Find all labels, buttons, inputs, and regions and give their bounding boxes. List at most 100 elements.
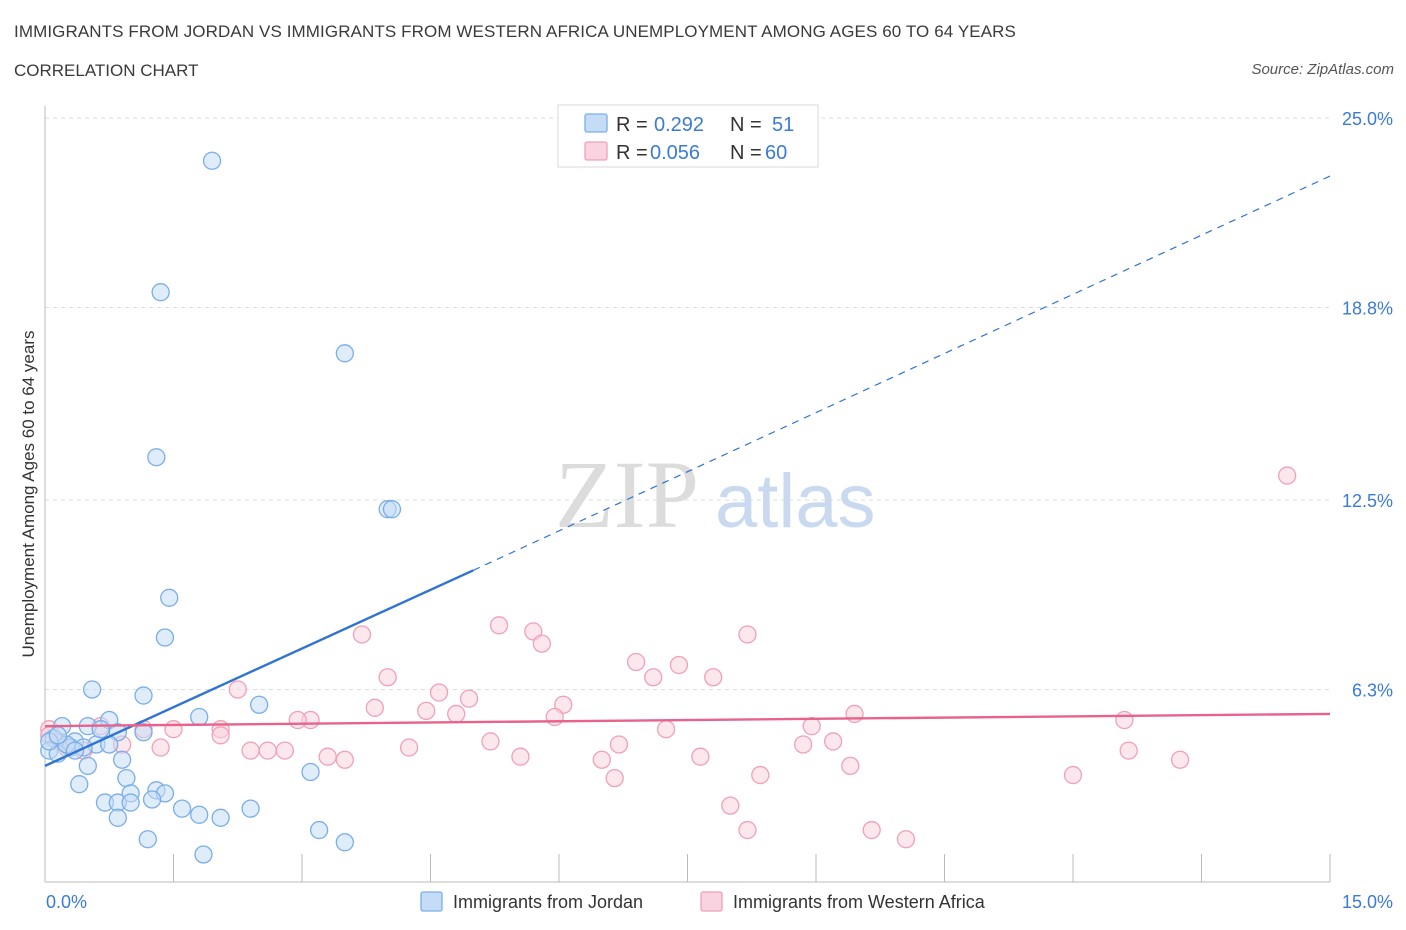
point-jordan [91, 720, 110, 739]
point-jordan [70, 775, 89, 794]
point-wafrica [365, 698, 384, 717]
bottom-legend-wafrica: Immigrants from Western Africa [733, 892, 986, 912]
chart-title: IMMIGRANTS FROM JORDAN VS IMMIGRANTS FRO… [14, 22, 1016, 41]
point-jordan [147, 448, 166, 467]
point-wafrica [691, 747, 710, 766]
point-wafrica [644, 668, 663, 687]
point-wafrica [318, 747, 337, 766]
point-wafrica [823, 732, 843, 751]
point-wafrica [605, 768, 624, 788]
point-wafrica [669, 655, 689, 675]
point-wafrica [896, 830, 916, 849]
point-jordan [309, 820, 329, 840]
point-jordan [241, 799, 260, 818]
point-wafrica [241, 741, 260, 760]
y-tick-label: 18.8% [1342, 298, 1393, 318]
point-wafrica [164, 720, 183, 739]
point-jordan [335, 344, 354, 363]
point-jordan [211, 808, 230, 827]
point-jordan [202, 151, 222, 170]
point-wafrica [656, 720, 676, 739]
point-jordan [382, 500, 402, 519]
point-jordan [190, 805, 209, 824]
point-wafrica [1170, 750, 1190, 769]
top-legend: R = 0.292 N = 51 R = 0.056 N = 60 [557, 104, 819, 168]
point-jordan [82, 680, 102, 699]
point-wafrica [447, 704, 466, 724]
point-jordan [194, 845, 213, 864]
trend-wafrica [44, 712, 1331, 728]
point-wafrica [459, 689, 479, 708]
point-wafrica [738, 625, 757, 644]
point-wafrica [288, 710, 307, 730]
point-wafrica [704, 668, 723, 687]
watermark-atlas: atlas [715, 459, 876, 544]
point-wafrica [1063, 765, 1083, 785]
source-credit: Source: ZipAtlas.com [1251, 61, 1394, 78]
point-wafrica [845, 704, 864, 724]
point-jordan [151, 283, 170, 302]
point-wafrica [1115, 710, 1134, 730]
point-jordan [112, 750, 132, 769]
point-jordan [117, 768, 136, 788]
point-wafrica [511, 747, 530, 766]
point-jordan [301, 762, 320, 782]
point-jordan [160, 588, 179, 607]
x-tick-label: 15.0% [1342, 892, 1393, 912]
point-jordan [250, 695, 269, 714]
point-wafrica [592, 750, 611, 769]
point-wafrica [794, 735, 813, 754]
legend-swatch-wafrica [584, 141, 608, 161]
axes-layer [44, 106, 1331, 883]
trend-jordan [44, 569, 474, 767]
bottom-legend-jordan: Immigrants from Jordan [453, 892, 643, 912]
legend-jordan-r-value: 0.292 [654, 114, 704, 136]
series-jordan-points [40, 151, 402, 864]
point-jordan [78, 756, 97, 776]
legend-wafrica-n-value: 60 [765, 142, 787, 164]
y-tick-label: 25.0% [1342, 109, 1393, 129]
bottom-legend: Immigrants from Jordan Immigrants from W… [420, 891, 986, 912]
point-jordan [48, 726, 67, 745]
point-wafrica [721, 796, 740, 815]
point-jordan [108, 808, 127, 827]
legend-wafrica-r-label: R = [616, 142, 648, 164]
point-wafrica [738, 820, 757, 840]
legend-wafrica-r-value: 0.056 [650, 142, 700, 164]
legend-jordan-n-label: N = [730, 114, 762, 136]
legend-wafrica-n-label: N = [730, 142, 762, 164]
tick-labels: 6.3% 12.5% 18.8% 25.0% 0.0% 15.0% [46, 109, 1393, 912]
bottom-legend-swatch-jordan [420, 891, 443, 912]
point-jordan [190, 707, 209, 727]
legend-jordan-n-value: 51 [772, 114, 794, 136]
point-wafrica [626, 652, 646, 672]
point-wafrica [228, 680, 247, 699]
point-wafrica [489, 616, 509, 635]
legend-swatch-jordan [584, 113, 608, 133]
y-tick-label: 6.3% [1352, 680, 1393, 700]
point-wafrica [481, 732, 500, 751]
point-wafrica [429, 683, 449, 702]
point-jordan [134, 723, 153, 742]
point-wafrica [532, 634, 552, 653]
point-wafrica [1119, 741, 1138, 760]
point-wafrica [352, 625, 372, 644]
point-wafrica [417, 701, 436, 721]
point-wafrica [609, 735, 629, 754]
y-axis-label: Unemployment Among Ages 60 to 64 years [19, 331, 38, 658]
point-jordan [134, 686, 153, 705]
point-wafrica [378, 668, 397, 687]
point-jordan [335, 833, 354, 852]
bottom-legend-swatch-wafrica [700, 891, 723, 912]
watermark: ZIP atlas [555, 441, 876, 548]
point-wafrica [545, 707, 564, 727]
x-tick-label: 0.0% [46, 892, 87, 912]
y-tick-label: 12.5% [1342, 491, 1393, 511]
legend-jordan-r-label: R = [616, 114, 648, 136]
watermark-zip: ZIP [555, 441, 699, 548]
chart-subtitle: CORRELATION CHART [14, 61, 199, 80]
trend-jordan-extension [473, 175, 1331, 571]
point-wafrica [751, 765, 770, 785]
point-wafrica [399, 738, 419, 757]
